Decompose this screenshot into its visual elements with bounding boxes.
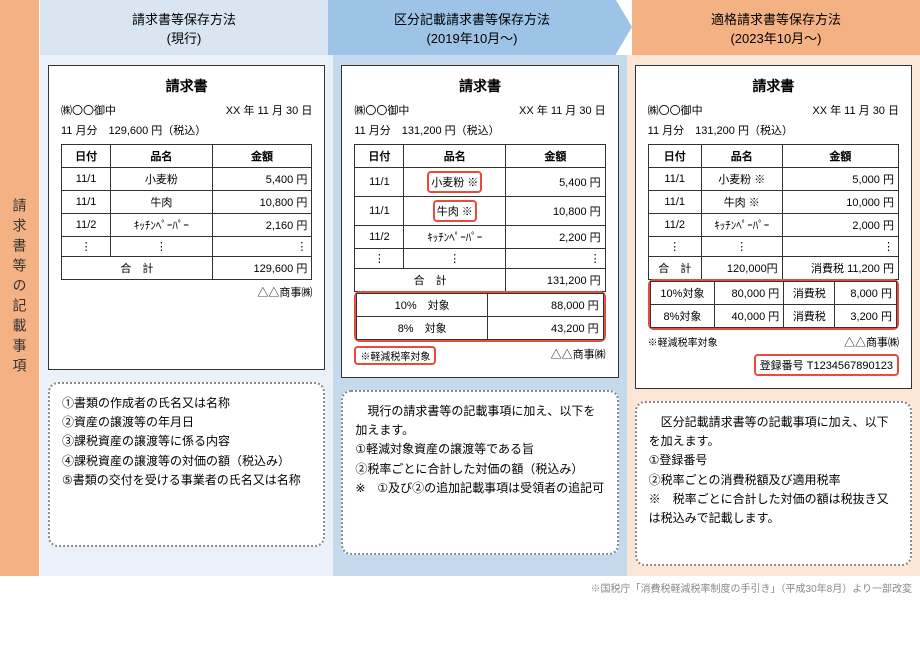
- registration-number: 登録番号 T1234567890123: [754, 354, 899, 376]
- reduced-tax-note: ※軽減税率対象: [648, 334, 718, 350]
- column-2023: 請求書 ㈱〇〇御中 XX 年 11 月 30 日 11 月分 131,200 円…: [627, 55, 920, 576]
- invoice-table: 日付品名金額 11/1小麦粉 ※5,000 円 11/1牛肉 ※10,000 円…: [648, 144, 899, 280]
- reduced-tax-legend: ※軽減税率対象: [354, 346, 436, 365]
- invoice-current: 請求書 ㈱〇〇御中 XX 年 11 月 30 日 11 月分 129,600 円…: [48, 65, 325, 370]
- header-2023: 適格請求書等保存方法 (2023年10月〜): [632, 0, 920, 55]
- header-2019: 区分記載請求書等保存方法 (2019年10月〜): [328, 0, 616, 55]
- desc-2023: 区分記載請求書等の記載事項に加え、以下を加えます。 ①登録番号 ②税率ごとの消費…: [635, 401, 912, 566]
- tax-breakdown-highlight: 10% 対象88,000 円 8% 対象43,200 円: [354, 291, 605, 342]
- invoice-table: 日付品名金額 11/1小麦粉 ※5,400 円 11/1牛肉 ※10,800 円…: [354, 144, 605, 292]
- highlight-item: 小麦粉 ※: [427, 171, 482, 193]
- header-current: 請求書等保存方法 (現行): [40, 0, 328, 55]
- column-2019: 請求書 ㈱〇〇御中 XX 年 11 月 30 日 11 月分 131,200 円…: [333, 55, 626, 576]
- invoice-2023: 請求書 ㈱〇〇御中 XX 年 11 月 30 日 11 月分 131,200 円…: [635, 65, 912, 389]
- tax-breakdown-highlight: 10%対象80,000 円消費税8,000 円 8%対象40,000 円消費税3…: [648, 279, 899, 330]
- highlight-item: 牛肉 ※: [433, 200, 477, 222]
- sidebar: 請求書等の記載事項: [0, 0, 40, 576]
- invoice-2019: 請求書 ㈱〇〇御中 XX 年 11 月 30 日 11 月分 131,200 円…: [341, 65, 618, 378]
- invoice-table: 日付品名金額 11/1小麦粉5,400 円 11/1牛肉10,800 円 11/…: [61, 144, 312, 280]
- desc-current: ①書類の作成者の氏名又は名称 ②資産の譲渡等の年月日 ③課税資産の譲渡等に係る内…: [48, 382, 325, 547]
- column-current: 請求書 ㈱〇〇御中 XX 年 11 月 30 日 11 月分 129,600 円…: [40, 55, 333, 576]
- desc-2019: 現行の請求書等の記載事項に加え、以下を加えます。 ①軽減対象資産の譲渡等である旨…: [341, 390, 618, 555]
- source-note: ※国税庁「消費税軽減税率制度の手引き」（平成30年8月）より一部改変: [0, 576, 920, 595]
- column-headers: 請求書等保存方法 (現行) 区分記載請求書等保存方法 (2019年10月〜) 適…: [40, 0, 920, 55]
- sidebar-label: 請求書等の記載事項: [10, 198, 30, 378]
